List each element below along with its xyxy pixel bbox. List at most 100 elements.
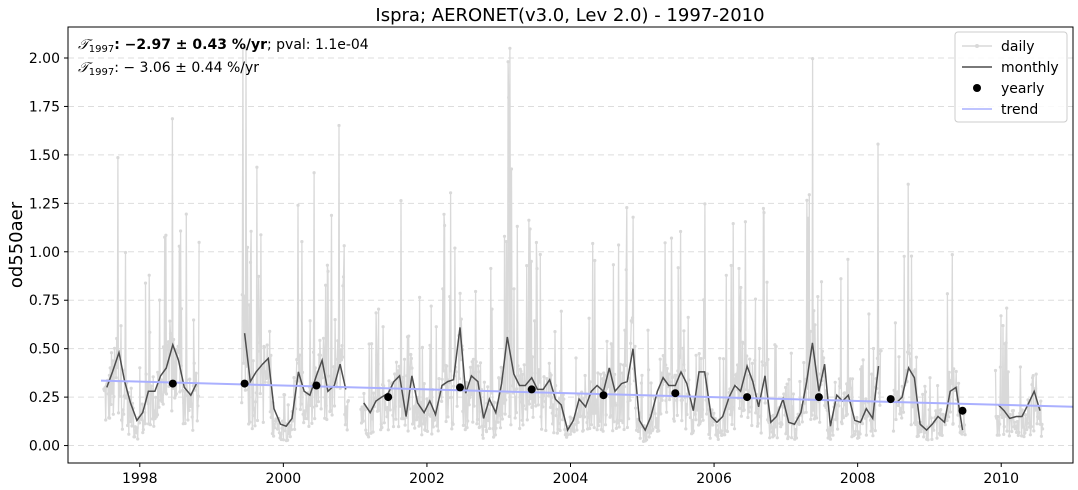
daily-point [839,277,843,281]
legend-label-trend: trend [1001,102,1038,118]
daily-point [685,412,689,417]
daily-point [554,384,558,388]
daily-point [418,295,422,299]
daily-point [575,412,580,416]
daily-point [346,399,350,403]
daily-point [879,349,883,353]
daily-point [716,437,720,441]
daily-point [572,430,576,434]
daily-point [457,377,462,381]
daily-point [289,423,293,427]
daily-point [382,421,386,425]
daily-point [431,425,435,429]
daily-point [519,369,523,373]
daily-point [846,382,851,386]
daily-point [309,381,313,385]
daily-point [794,436,799,440]
daily-point [935,436,939,440]
daily-point [478,410,482,414]
daily-point [168,332,173,336]
daily-point [589,405,593,409]
daily-point [305,408,309,412]
daily-point [759,431,763,435]
daily-point [854,429,858,433]
daily-point [675,413,679,417]
daily-point [770,425,774,429]
daily-point [1028,433,1032,437]
daily-point [541,394,546,398]
daily-point [575,428,579,432]
yearly-point [599,391,608,400]
daily-point [499,365,503,369]
daily-point [1004,341,1008,345]
daily-point [897,355,901,359]
daily-point [1020,434,1024,438]
daily-point [452,384,456,388]
daily-point [803,377,807,381]
daily-point [393,372,397,376]
daily-point [809,391,814,395]
daily-point [646,430,650,434]
daily-point [160,400,164,404]
daily-point [359,407,363,411]
daily-point [505,329,509,333]
daily-point [727,390,731,395]
daily-point [109,402,113,407]
daily-point [617,425,621,429]
daily-point [540,427,544,431]
daily-point [156,373,160,377]
daily-point [450,427,454,431]
daily-point [339,348,343,352]
daily-point [956,413,960,417]
daily-point [188,377,192,381]
daily-point [760,360,764,364]
daily-point [252,406,256,411]
daily-point [678,354,682,358]
daily-point [174,392,178,396]
daily-point [177,244,181,248]
daily-point [416,405,420,410]
daily-point [496,420,500,424]
daily-point [527,218,531,222]
daily-point [625,425,630,430]
daily-point [288,435,292,439]
daily-point [1007,434,1012,438]
daily-point [649,381,653,385]
daily-point [916,421,920,425]
daily-point [654,417,658,421]
daily-point [599,372,603,376]
daily-point [273,426,277,430]
daily-point [422,382,426,386]
daily-point [669,380,673,384]
daily-point [1025,428,1029,432]
daily-point [897,395,901,399]
daily-point [771,413,776,417]
daily-point [477,370,481,374]
daily-point [446,396,451,400]
daily-point [299,402,303,406]
daily-point [932,428,936,432]
daily-point [583,373,587,378]
daily-point [325,417,329,422]
daily-point [420,345,424,349]
yearly-point [743,393,752,402]
daily-point [522,363,526,367]
daily-point [596,424,601,428]
daily-point [680,419,684,423]
monthly-line [106,342,198,422]
daily-point [514,411,519,415]
daily-point [405,374,409,378]
daily-point [639,415,643,419]
daily-point [151,417,155,421]
daily-point [859,414,863,418]
daily-point [559,309,563,313]
daily-point [147,273,151,277]
daily-point [704,398,708,402]
yearly-point [240,379,249,388]
daily-point [543,399,547,404]
daily-point [635,420,639,424]
daily-point [398,394,402,398]
daily-point [745,373,749,377]
daily-point [920,427,924,431]
daily-point [837,377,842,381]
